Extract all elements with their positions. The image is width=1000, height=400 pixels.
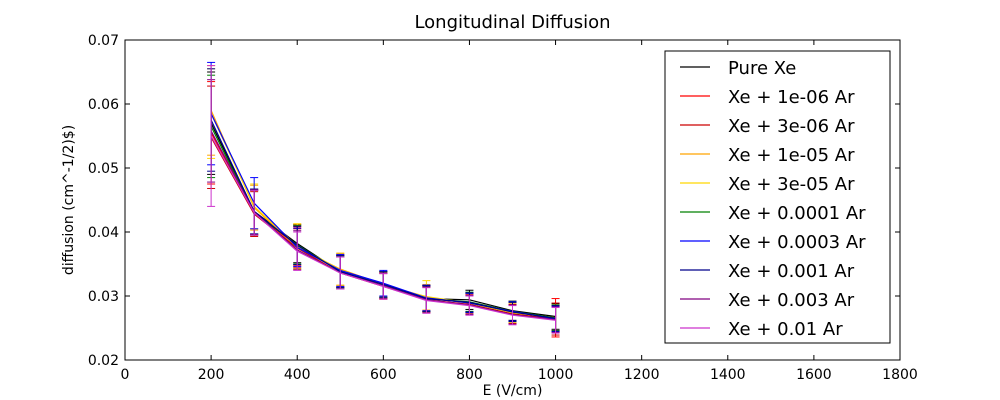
- y-axis-label: diffusion (cm^-1/2)$): [61, 125, 77, 275]
- x-tick-label: 400: [284, 367, 311, 383]
- y-tick-label: 0.06: [88, 97, 119, 113]
- x-tick-label: 1200: [624, 367, 660, 383]
- x-axis-label: E (V/cm): [483, 383, 543, 399]
- y-tick-label: 0.04: [88, 225, 119, 241]
- x-tick-label: 1800: [882, 367, 918, 383]
- series-9: [207, 65, 560, 334]
- x-tick-label: 1400: [710, 367, 746, 383]
- x-tick-label: 1000: [538, 367, 574, 383]
- legend-label: Xe + 1e-05 Ar: [728, 145, 855, 166]
- legend-label: Xe + 3e-06 Ar: [728, 116, 855, 137]
- legend-label: Pure Xe: [728, 58, 796, 79]
- plot-data: [207, 61, 560, 338]
- legend-label: Xe + 3e-05 Ar: [728, 174, 855, 195]
- x-tick-label: 0: [121, 367, 130, 383]
- legend-label: Xe + 0.003 Ar: [728, 290, 855, 311]
- legend-label: Xe + 0.001 Ar: [728, 261, 855, 282]
- legend-label: Xe + 0.0003 Ar: [728, 232, 866, 253]
- y-tick-label: 0.05: [88, 161, 119, 177]
- y-tick-label: 0.03: [88, 289, 119, 305]
- legend-label: Xe + 0.0001 Ar: [728, 203, 866, 224]
- legend-box: [664, 50, 891, 344]
- plot-frame: [124, 39, 901, 361]
- legend-label: Xe + 0.01 Ar: [728, 319, 843, 340]
- legend: Pure Xe Xe + 1e-06 Ar Xe + 3e-06 Ar Xe + 1e…: [664, 50, 891, 344]
- y-tick-label: 0.07: [88, 33, 119, 49]
- x-tick-label: 600: [370, 367, 397, 383]
- x-tick-label: 800: [456, 367, 483, 383]
- legend-label: Xe + 1e-06 Ar: [728, 87, 855, 108]
- x-tick-label: 200: [198, 367, 225, 383]
- series-line: [210, 135, 556, 321]
- x-tick-label: 1600: [796, 367, 832, 383]
- chart-title: Longitudinal Diffusion: [414, 12, 610, 33]
- y-tick-label: 0.02: [88, 353, 119, 369]
- axis-ticks: 0 200 400 600 800 1000 1200 1400 1600 1800 0.02 0.0…: [88, 33, 918, 383]
